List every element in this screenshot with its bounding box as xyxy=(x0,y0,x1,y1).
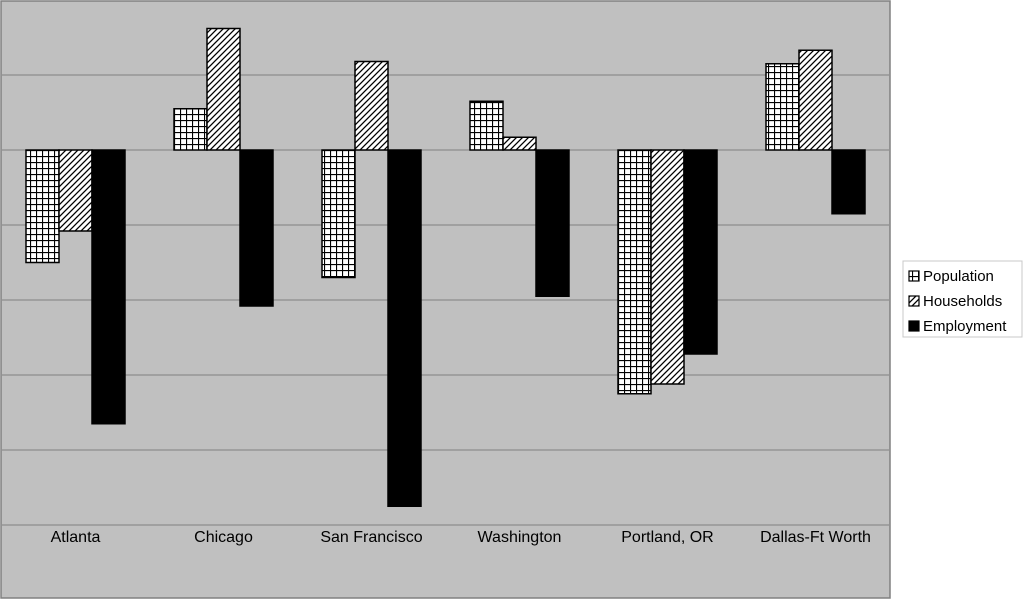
bar-san-francisco-population xyxy=(321,149,356,279)
legend: Population Households Employment xyxy=(902,260,1023,338)
bar-dallas-ft-worth-households xyxy=(798,49,833,151)
legend-box xyxy=(902,260,1023,338)
category-label: San Francisco xyxy=(320,529,422,546)
category-label: Atlanta xyxy=(51,529,101,546)
bar-portland-or-employment xyxy=(683,149,718,355)
bar-chicago-employment xyxy=(239,149,274,307)
bar-portland-or-households xyxy=(650,149,685,385)
bar-washington-employment xyxy=(535,149,570,297)
bar-washington-households xyxy=(502,136,537,151)
legend-label-employment: Employment xyxy=(923,318,1007,335)
legend-swatch-households xyxy=(908,295,920,307)
bar-san-francisco-employment xyxy=(387,149,422,507)
bar-dallas-ft-worth-employment xyxy=(831,149,866,215)
legend-label-households: Households xyxy=(923,293,1002,310)
gridlines xyxy=(2,74,889,526)
bar-dallas-ft-worth-population xyxy=(765,63,800,151)
category-labels: Atlanta Chicago San Francisco Washington Por… xyxy=(51,529,871,546)
category-label: Dallas-Ft Worth xyxy=(760,529,871,546)
bar-chicago-households xyxy=(206,27,241,151)
legend-swatch-employment xyxy=(908,320,920,332)
bar-portland-or-population xyxy=(617,149,652,395)
bar-atlanta-population xyxy=(25,149,60,264)
category-label: Portland, OR xyxy=(621,529,713,546)
bar-washington-population xyxy=(469,100,504,151)
bar-san-francisco-households xyxy=(354,60,389,151)
legend-label-population: Population xyxy=(923,268,994,285)
category-label: Washington xyxy=(478,529,562,546)
bars xyxy=(25,27,866,507)
category-label: Chicago xyxy=(194,529,253,546)
bar-atlanta-households xyxy=(58,149,93,232)
bar-atlanta-employment xyxy=(91,149,126,425)
legend-swatch-population xyxy=(908,270,920,282)
bar-chicago-population xyxy=(173,108,208,151)
